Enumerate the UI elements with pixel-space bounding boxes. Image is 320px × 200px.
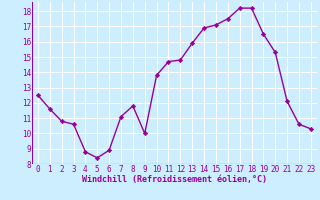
X-axis label: Windchill (Refroidissement éolien,°C): Windchill (Refroidissement éolien,°C) bbox=[82, 175, 267, 184]
